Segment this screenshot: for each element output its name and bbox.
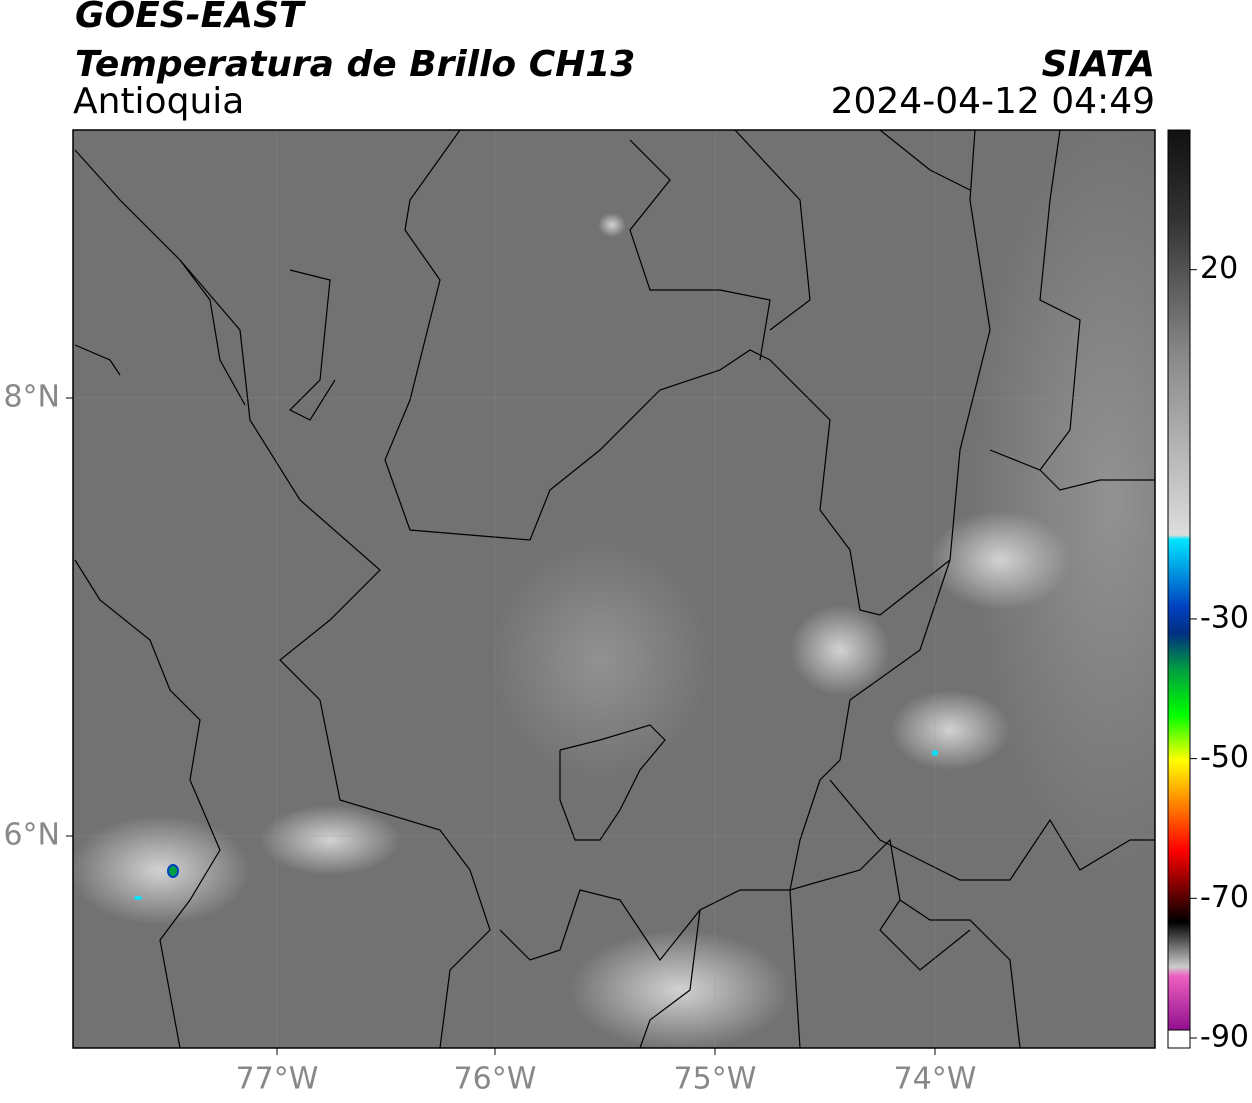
lon-label: 77°W bbox=[236, 1062, 319, 1097]
colorbar-tick-label: -90 bbox=[1200, 1020, 1249, 1055]
lon-label: 76°W bbox=[454, 1062, 537, 1097]
source: SIATA bbox=[1042, 44, 1155, 85]
cloud bbox=[790, 605, 890, 695]
colorbar-ticks: 20 -30 -50 -70 -90 bbox=[1190, 251, 1249, 1055]
cloud bbox=[73, 815, 250, 925]
cloud bbox=[930, 510, 1070, 610]
cloud bbox=[598, 213, 626, 237]
cold-cloud bbox=[167, 864, 179, 878]
graticule: 8°N 6°N 77°W 76°W 75°W 74°W bbox=[3, 130, 1155, 1097]
colorbar-tick-label: -70 bbox=[1200, 880, 1249, 915]
lat-label: 6°N bbox=[3, 818, 60, 853]
cloud bbox=[890, 690, 1010, 770]
cloud bbox=[490, 540, 710, 780]
subtitle: Temperatura de Brillo CH13 bbox=[75, 44, 635, 85]
timestamp: 2024-04-12 04:49 bbox=[831, 81, 1155, 122]
map-frame bbox=[72, 129, 1156, 1049]
map bbox=[73, 130, 1155, 1048]
region: Antioquia bbox=[73, 81, 244, 122]
colorbar-tick-label: -30 bbox=[1200, 600, 1249, 635]
lon-label: 74°W bbox=[894, 1062, 977, 1097]
colorbar-tick-label: 20 bbox=[1200, 251, 1238, 286]
cloud bbox=[970, 130, 1155, 880]
borders bbox=[74, 130, 1155, 1048]
title: GOES-EAST bbox=[75, 0, 306, 36]
colorbar-under bbox=[1167, 1029, 1191, 1049]
colorbar-tick-label: -50 bbox=[1200, 740, 1249, 775]
cloud bbox=[570, 930, 790, 1048]
cold-cloud bbox=[134, 896, 142, 900]
lon-label: 75°W bbox=[674, 1062, 757, 1097]
colorbar bbox=[1167, 129, 1191, 1031]
lat-label: 8°N bbox=[3, 380, 60, 415]
cloud bbox=[260, 805, 400, 875]
